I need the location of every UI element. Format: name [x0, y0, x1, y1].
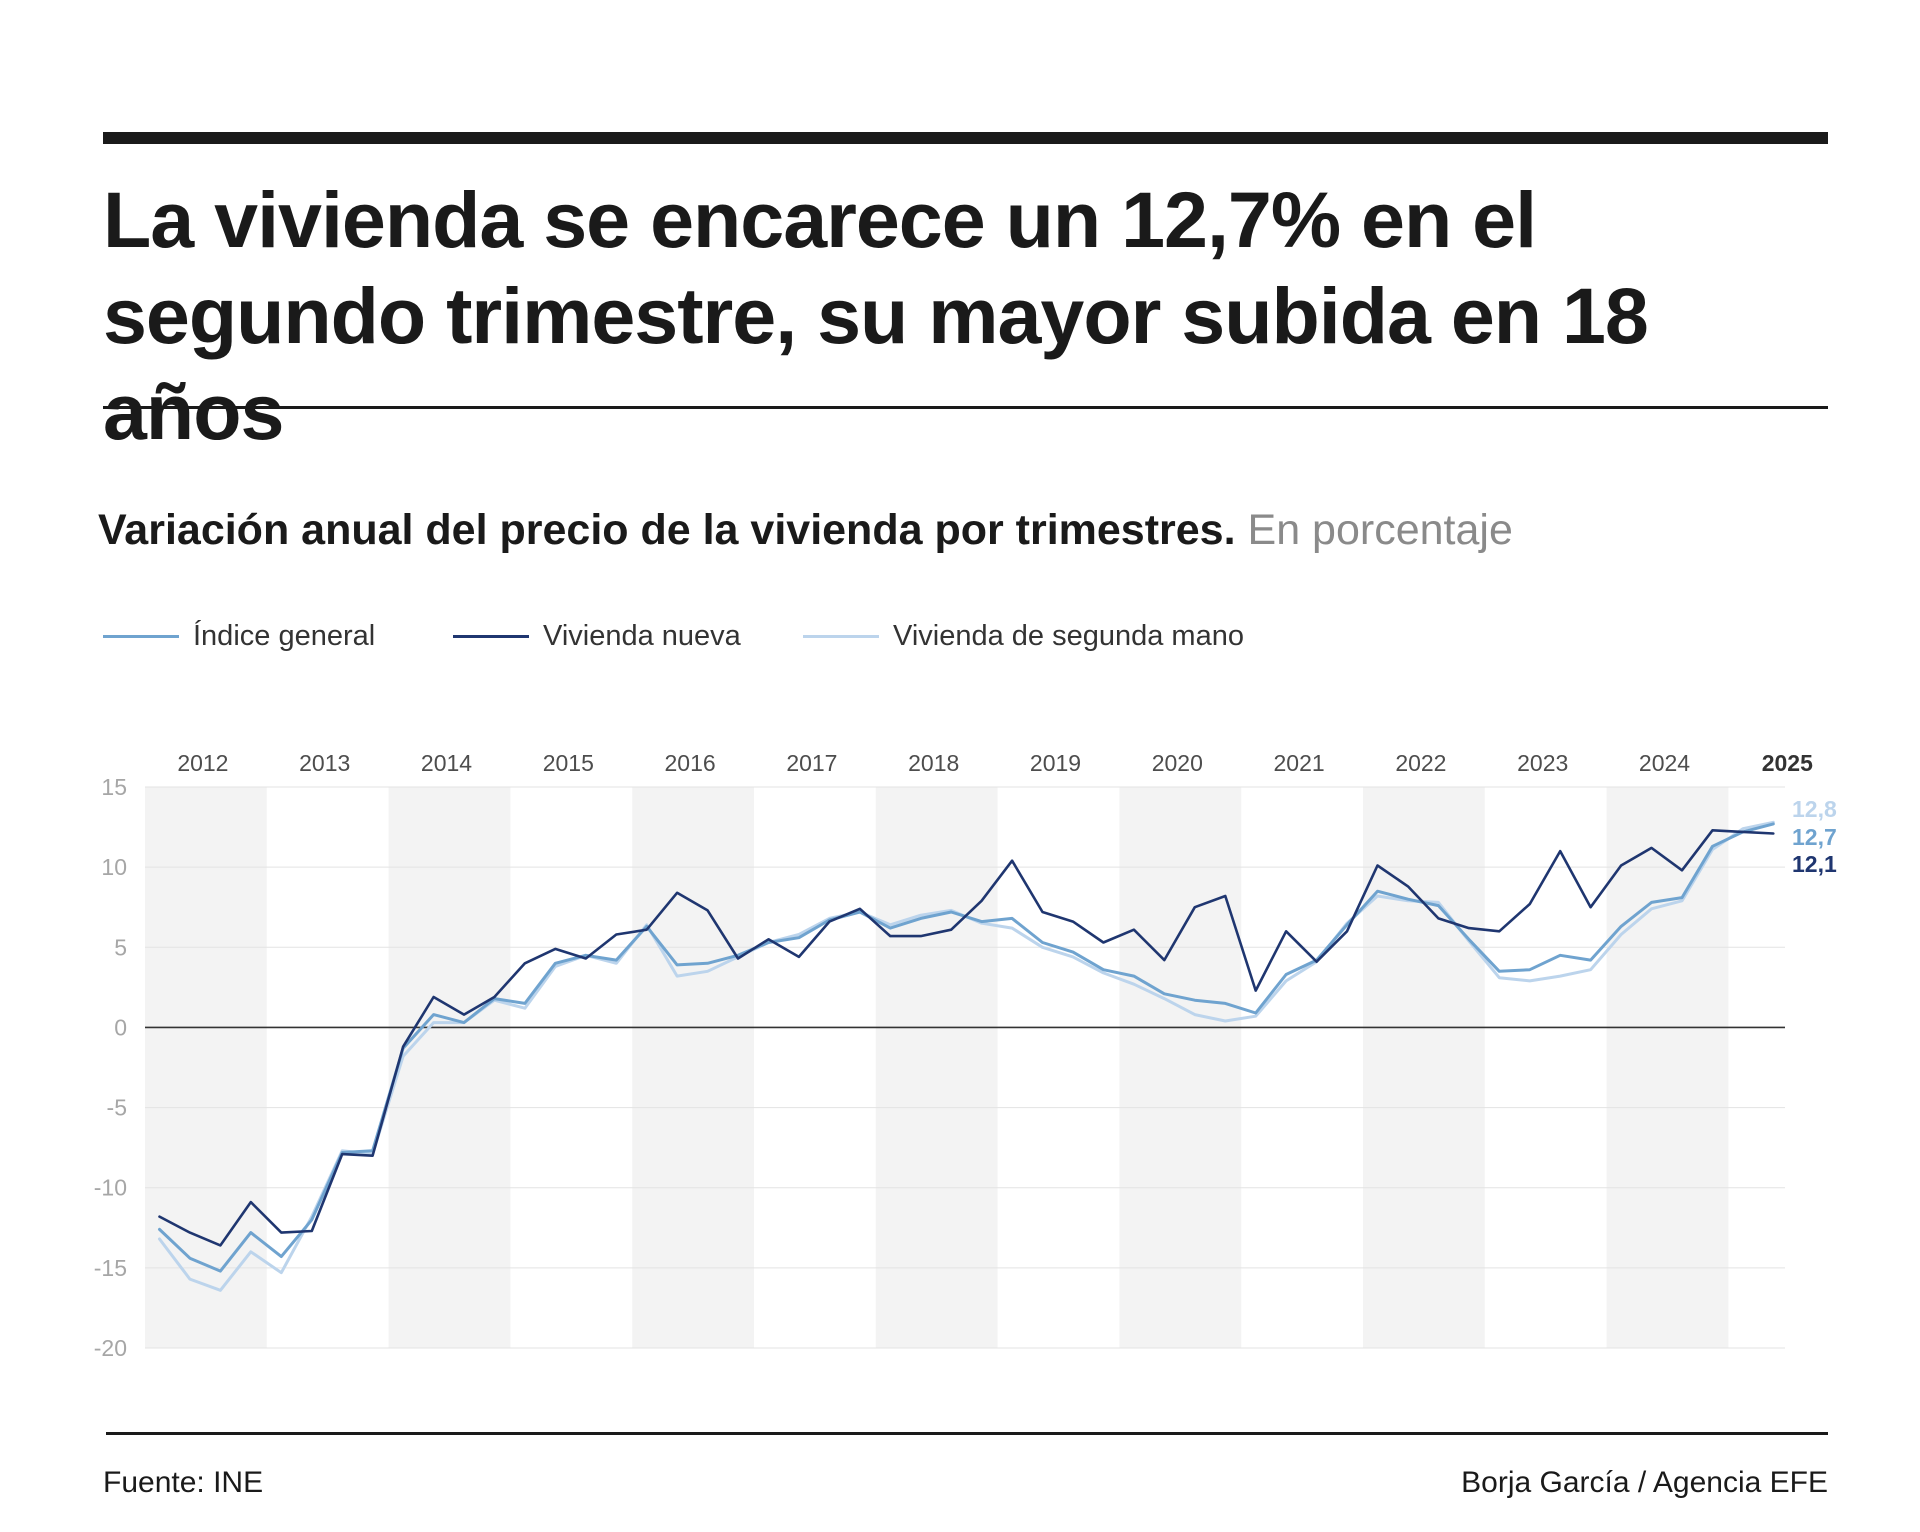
y-tick--20: -20	[94, 1335, 127, 1361]
x-tick-2013: 2013	[299, 750, 350, 776]
x-tick-2023: 2023	[1517, 750, 1568, 776]
legend-label-segunda: Vivienda de segunda mano	[893, 619, 1244, 652]
x-tick-2022: 2022	[1395, 750, 1446, 776]
legend-item-nueva: Vivienda nueva	[453, 616, 741, 656]
year-band-2012	[145, 787, 267, 1348]
series-lines	[158, 820, 1775, 1292]
legend-label-nueva: Vivienda nueva	[543, 619, 741, 652]
year-band-2024	[1606, 787, 1729, 1348]
y-tick--15: -15	[94, 1255, 127, 1281]
year-band-2022	[1363, 787, 1485, 1348]
author-credit: Borja García / Agencia EFE	[1461, 1466, 1828, 1499]
y-axis-ticks: 15 10 5 0 -5 -10 -15 -20	[94, 774, 127, 1361]
y-tick-10: 10	[101, 854, 127, 880]
x-tick-2016: 2016	[665, 750, 716, 776]
x-tick-2024: 2024	[1639, 750, 1690, 776]
y-tick-5: 5	[114, 934, 127, 960]
footer-divider	[106, 1432, 1828, 1435]
legend-item-general: Índice general	[103, 616, 375, 656]
chart-subtitle: Variación anual del precio de la viviend…	[98, 504, 1513, 556]
end-label-general: 12,7	[1792, 824, 1837, 850]
y-tick--5: -5	[107, 1095, 127, 1121]
end-label-segunda: 12,8	[1792, 796, 1837, 822]
year-bands	[145, 787, 1729, 1348]
x-tick-2018: 2018	[908, 750, 959, 776]
legend-swatch-nueva	[453, 634, 529, 638]
source-note: Fuente: INE	[103, 1466, 264, 1499]
year-band-2014	[388, 787, 511, 1348]
series-line-nueva	[158, 829, 1775, 1247]
legend-swatch-segunda	[803, 634, 879, 638]
end-value-labels: 12,712,1 12,8	[1792, 796, 1837, 877]
chart-unit-label: En porcentaje	[1247, 506, 1513, 554]
x-tick-2017: 2017	[786, 750, 837, 776]
year-band-2018	[875, 787, 998, 1348]
x-tick-2025: 2025	[1762, 750, 1813, 776]
y-tick--10: -10	[94, 1175, 127, 1201]
legend-swatch-general	[103, 634, 179, 638]
x-tick-2021: 2021	[1274, 750, 1325, 776]
title-divider	[103, 406, 1828, 409]
gridlines	[145, 786, 1785, 1349]
y-tick-15: 15	[101, 774, 127, 800]
chart-title: Variación anual del precio de la viviend…	[98, 506, 1236, 554]
page-title: La vivienda se encarece un 12,7% en el s…	[103, 175, 1649, 456]
year-band-2020	[1119, 787, 1242, 1348]
x-tick-2014: 2014	[421, 750, 472, 776]
legend-item-segunda: Vivienda de segunda mano	[803, 616, 1244, 656]
year-band-2016	[632, 787, 754, 1348]
end-label-nueva: 12,1	[1792, 851, 1837, 877]
x-tick-2015: 2015	[543, 750, 594, 776]
x-tick-2012: 2012	[177, 750, 228, 776]
top-rule	[103, 132, 1828, 144]
x-tick-2020: 2020	[1152, 750, 1203, 776]
x-tick-2019: 2019	[1030, 750, 1081, 776]
x-axis-year-labels: 2012 2013 2014 2015 2016 2017 2018 2019 2020 2021…	[177, 750, 1813, 776]
y-tick-0: 0	[114, 1014, 127, 1040]
legend-label-general: Índice general	[193, 619, 376, 652]
